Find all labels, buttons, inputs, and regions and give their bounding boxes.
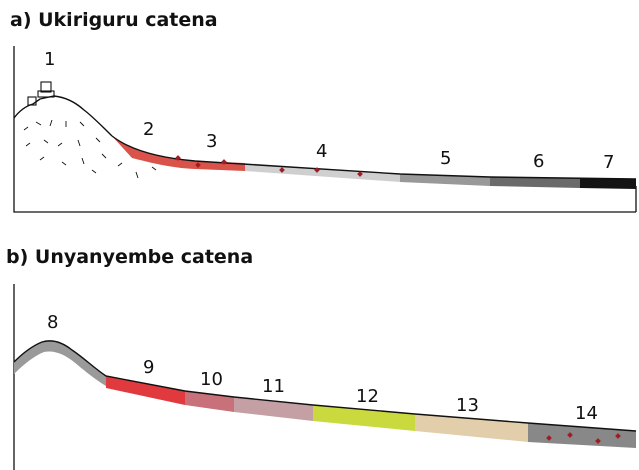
unit-label-6: 6 (533, 151, 544, 172)
unit-label-11: 11 (262, 376, 285, 397)
unit-5-band (400, 174, 490, 186)
unit-label-10: 10 (200, 369, 223, 390)
unit-12-band (313, 405, 415, 431)
unit-label-3: 3 (206, 131, 217, 152)
panel-a-surface-line (111, 135, 637, 180)
panel-b-title: b) Unyanyembe catena (6, 246, 253, 268)
unit-label-14: 14 (575, 403, 598, 424)
unit-2-3-band (112, 136, 245, 171)
unit-label-2: 2 (143, 119, 154, 140)
boulders-icon (27, 81, 55, 106)
rock-outcrop-outline (13, 95, 113, 137)
unit-label-9: 9 (143, 357, 154, 378)
unit-label-5: 5 (440, 148, 451, 169)
panel-a-nodules (175, 155, 363, 177)
panel-a-frame (13, 46, 636, 213)
unit-label-1: 1 (44, 49, 55, 70)
unit-label-12: 12 (356, 386, 379, 407)
weathered-rock-pattern (23, 119, 157, 179)
panel-b-surface-line (13, 340, 637, 432)
panel-a-title: a) Ukiriguru catena (10, 9, 218, 31)
unit-8-band (14, 340, 106, 386)
unit-10-band (185, 391, 234, 412)
panel-b-nodules (546, 432, 621, 444)
unit-7-band (580, 178, 636, 189)
unit-label-4: 4 (316, 141, 327, 162)
unit-label-8: 8 (47, 312, 58, 333)
unit-6-band (490, 177, 580, 188)
unit-9-band (106, 376, 185, 405)
unit-label-13: 13 (456, 395, 479, 416)
unit-label-7: 7 (603, 152, 614, 173)
unit-4-band (245, 163, 400, 182)
